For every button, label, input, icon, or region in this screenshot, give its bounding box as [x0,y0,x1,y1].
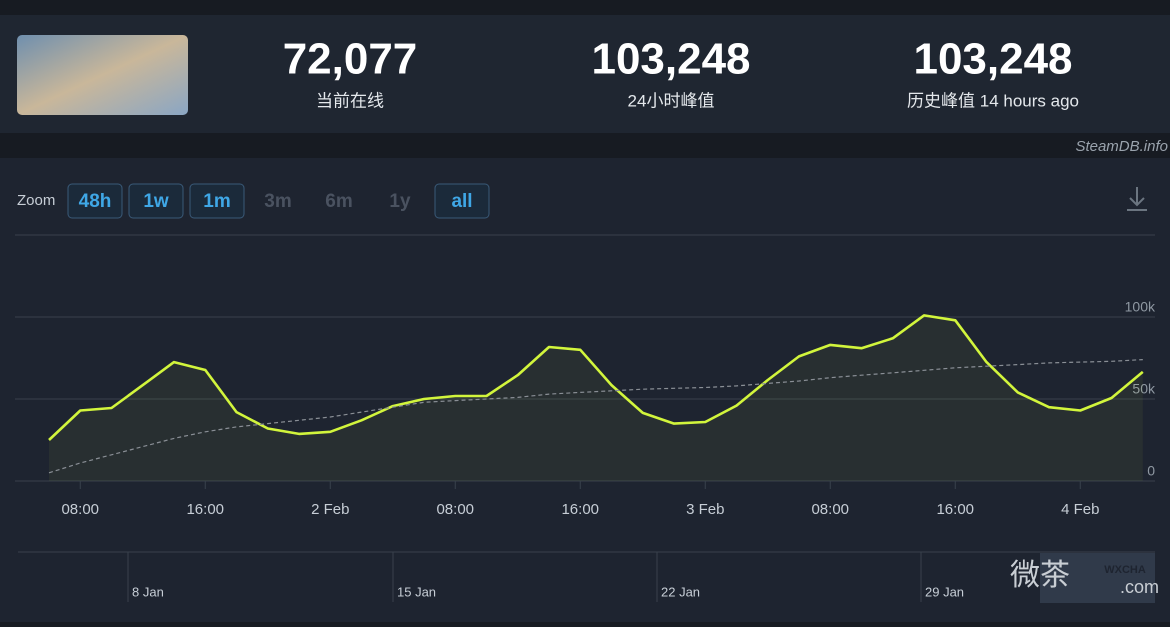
credit: SteamDB.info [1075,138,1168,155]
header-panel [0,15,1170,133]
zoom-button-label[interactable]: 48h [79,191,112,212]
navigator-label: 29 Jan [925,584,964,599]
zoom-button-label[interactable]: 1m [203,191,230,212]
y-tick-label: 0 [1147,463,1155,479]
x-tick-label: 2 Feb [311,501,349,518]
zoom-button[interactable] [67,183,123,219]
stat-value: 103,248 [913,35,1072,84]
zoom-button[interactable] [128,183,184,219]
zoom-button-label: 6m [325,191,352,212]
zoom-button-label: 1y [389,191,411,212]
x-tick-label: 08:00 [811,501,849,518]
x-tick-label: 4 Feb [1061,501,1099,518]
x-tick-label: 16:00 [936,501,974,518]
download-icon[interactable] [1127,187,1147,211]
zoom-button[interactable] [189,183,245,219]
watermark-domain: .com [1120,577,1159,597]
watermark-badge: WXCHA [1104,564,1146,576]
player-line [48,314,1144,441]
area [49,315,1143,481]
stat-value: 72,077 [283,35,418,84]
x-tick-label: 3 Feb [686,501,724,518]
x-tick-label: 08:00 [61,501,99,518]
stat-label: 当前在线 [316,91,384,110]
y-tick-label: 50k [1132,381,1156,397]
game-banner [17,35,188,115]
zoom-label: Zoom [17,192,55,209]
navigator-label: 8 Jan [132,584,164,599]
zoom-button-label: 3m [264,191,291,212]
x-tick-label: 08:00 [436,501,474,518]
watermark-brand: 微茶 [1010,559,1070,592]
stat-label: 24小时峰值 [628,91,715,110]
navigator-label: 22 Jan [661,584,700,599]
navigator-label: 15 Jan [397,584,436,599]
x-tick-label: 16:00 [186,501,224,518]
average-line [48,359,1143,474]
stat-value: 103,248 [591,35,750,84]
watermark-box [1040,553,1155,603]
zoom-button-label[interactable]: all [451,191,472,212]
y-tick-label: 100k [1125,299,1156,315]
zoom-button[interactable] [434,183,490,219]
x-tick-label: 16:00 [561,501,599,518]
stat-label: 历史峰值 14 hours ago [907,91,1079,110]
zoom-button-label[interactable]: 1w [143,191,169,212]
